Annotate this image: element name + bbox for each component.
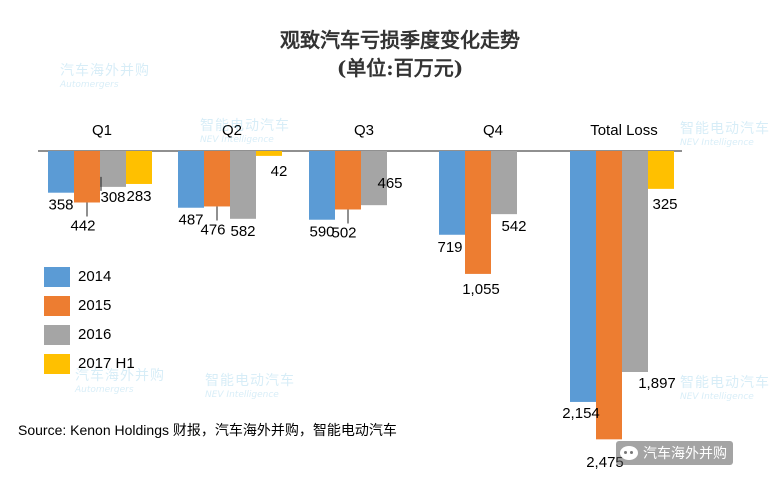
legend-item: 2017 H1 [44, 349, 135, 378]
bar [335, 151, 361, 210]
legend-swatch [44, 295, 70, 316]
bar [178, 151, 204, 208]
bar [48, 151, 74, 193]
data-label: 1,897 [638, 375, 676, 392]
data-label: 465 [377, 175, 402, 192]
category-label: Q1 [92, 122, 112, 139]
bar [100, 151, 126, 187]
wechat-icon [620, 446, 638, 460]
legend-swatch [44, 353, 70, 374]
bar [126, 151, 152, 184]
legend-item: 2016 [44, 320, 135, 349]
data-label: 476 [200, 221, 225, 238]
data-label: 42 [271, 163, 288, 180]
brand-badge: 汽车海外并购 [616, 441, 733, 465]
legend-item: 2015 [44, 291, 135, 320]
data-label: 590 [309, 224, 334, 241]
data-label: 358 [48, 197, 73, 214]
data-label: 502 [331, 224, 356, 241]
category-label: Total Loss [590, 122, 658, 139]
chart-title: 观致汽车亏损季度变化走势 [280, 28, 520, 52]
legend-label: 2014 [78, 268, 112, 285]
data-label: 325 [652, 196, 677, 213]
data-label: 719 [437, 239, 462, 256]
legend-label: 2017 H1 [78, 355, 135, 372]
bar [622, 151, 648, 373]
data-label: 542 [501, 218, 526, 235]
data-label: 308 [100, 189, 125, 206]
legend-swatch [44, 266, 70, 287]
bar [596, 151, 622, 440]
bar [361, 151, 387, 206]
bar [204, 151, 230, 207]
bar [465, 151, 491, 274]
bar [309, 151, 335, 220]
category-label: Q2 [222, 122, 242, 139]
legend-item: 2014 [44, 262, 135, 291]
legend-label: 2015 [78, 297, 112, 314]
data-label: 283 [126, 188, 151, 205]
bar [74, 151, 100, 203]
bar [439, 151, 465, 235]
category-label: Q3 [354, 122, 374, 139]
legend-label: 2016 [78, 326, 112, 343]
bar [491, 151, 517, 215]
legend-swatch [44, 324, 70, 345]
category-label: Q4 [483, 122, 503, 139]
data-label: 1,055 [462, 281, 500, 298]
bar [230, 151, 256, 219]
data-label: 442 [70, 217, 95, 234]
source-note: Source: Kenon Holdings 财报，汽车海外并购，智能电动汽车 [18, 422, 397, 438]
bar [648, 151, 674, 189]
bar [256, 151, 282, 156]
legend: 2014 2015 2016 2017 H1 [44, 262, 135, 378]
brand-label: 汽车海外并购 [643, 446, 727, 462]
data-label: 487 [178, 212, 203, 229]
data-label: 582 [230, 223, 255, 240]
data-label: 2,475 [586, 454, 624, 471]
bar [570, 151, 596, 402]
data-label: 2,154 [562, 405, 600, 422]
chart-subtitle: (单位:百万元) [336, 56, 464, 80]
